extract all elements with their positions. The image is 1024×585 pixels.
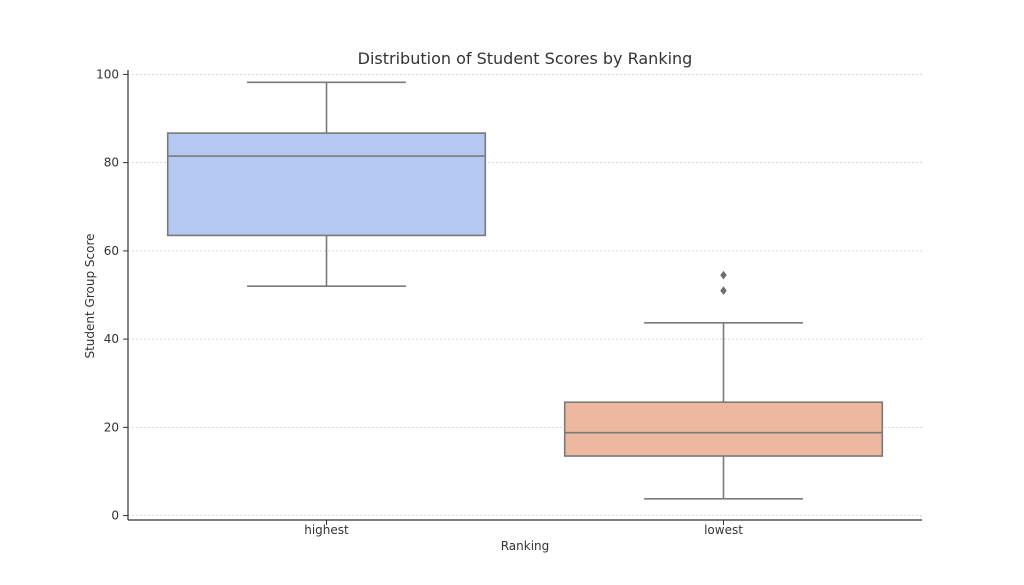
box-iqr-lowest bbox=[563, 401, 884, 457]
y-tick-label-20: 20 bbox=[104, 420, 119, 434]
box-group-lowest bbox=[563, 270, 884, 500]
y-tick-label-100: 100 bbox=[96, 67, 119, 81]
outlier-point-lowest-1 bbox=[720, 270, 727, 280]
x-tick-label-highest: highest bbox=[304, 523, 349, 537]
x-axis-label: Ranking bbox=[501, 539, 550, 553]
chart-title: Distribution of Student Scores by Rankin… bbox=[358, 49, 693, 68]
outlier-point-lowest-0 bbox=[720, 286, 727, 296]
axes bbox=[127, 70, 922, 521]
boxes bbox=[166, 81, 884, 500]
box-iqr-highest bbox=[166, 132, 487, 237]
y-tick-label-40: 40 bbox=[104, 332, 119, 346]
box-group-highest bbox=[166, 81, 487, 287]
tick-labels: 0 20 40 60 80 100 highest lowest bbox=[96, 67, 743, 537]
y-tick-label-0: 0 bbox=[111, 509, 119, 523]
x-tick-label-lowest: lowest bbox=[704, 523, 743, 537]
y-axis-label: Student Group Score bbox=[83, 233, 97, 358]
y-tick-label-80: 80 bbox=[104, 156, 119, 170]
y-tick-label-60: 60 bbox=[104, 244, 119, 258]
